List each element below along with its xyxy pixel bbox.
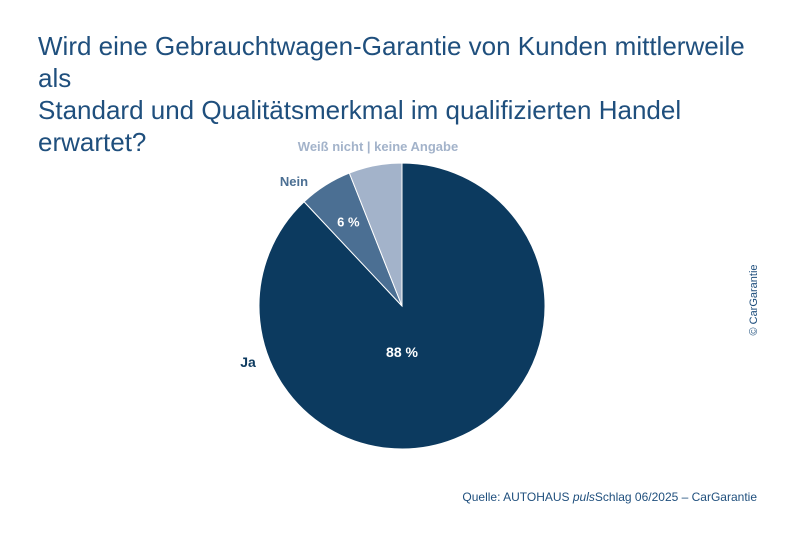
category-label-weiss-nicht: Weiß nicht | keine Angabe — [298, 139, 458, 154]
pie-slice-0 — [258, 162, 546, 450]
source-suffix: Schlag 06/2025 – CarGarantie — [594, 490, 757, 504]
copyright-note: © CarGarantie — [748, 264, 760, 336]
source-note: Quelle: AUTOHAUS pulsSchlag 06/2025 – Ca… — [462, 490, 757, 504]
category-label-nein: Nein — [280, 174, 308, 189]
pie-slice-2 — [348, 162, 403, 307]
chart-title-line-1: Wird eine Gebrauchtwagen-Garantie von Ku… — [38, 31, 745, 93]
data-label-nein: 6 % — [337, 214, 360, 229]
data-label-ja: 88 % — [386, 344, 418, 360]
category-label-ja: Ja — [240, 354, 256, 370]
chart-title: Wird eine Gebrauchtwagen-Garantie von Ku… — [38, 30, 778, 158]
source-emphasis: puls — [572, 490, 595, 504]
chart-title-line-2: Standard und Qualitätsmerkmal im qualifi… — [38, 95, 682, 157]
source-prefix: Quelle: AUTOHAUS — [462, 490, 573, 504]
